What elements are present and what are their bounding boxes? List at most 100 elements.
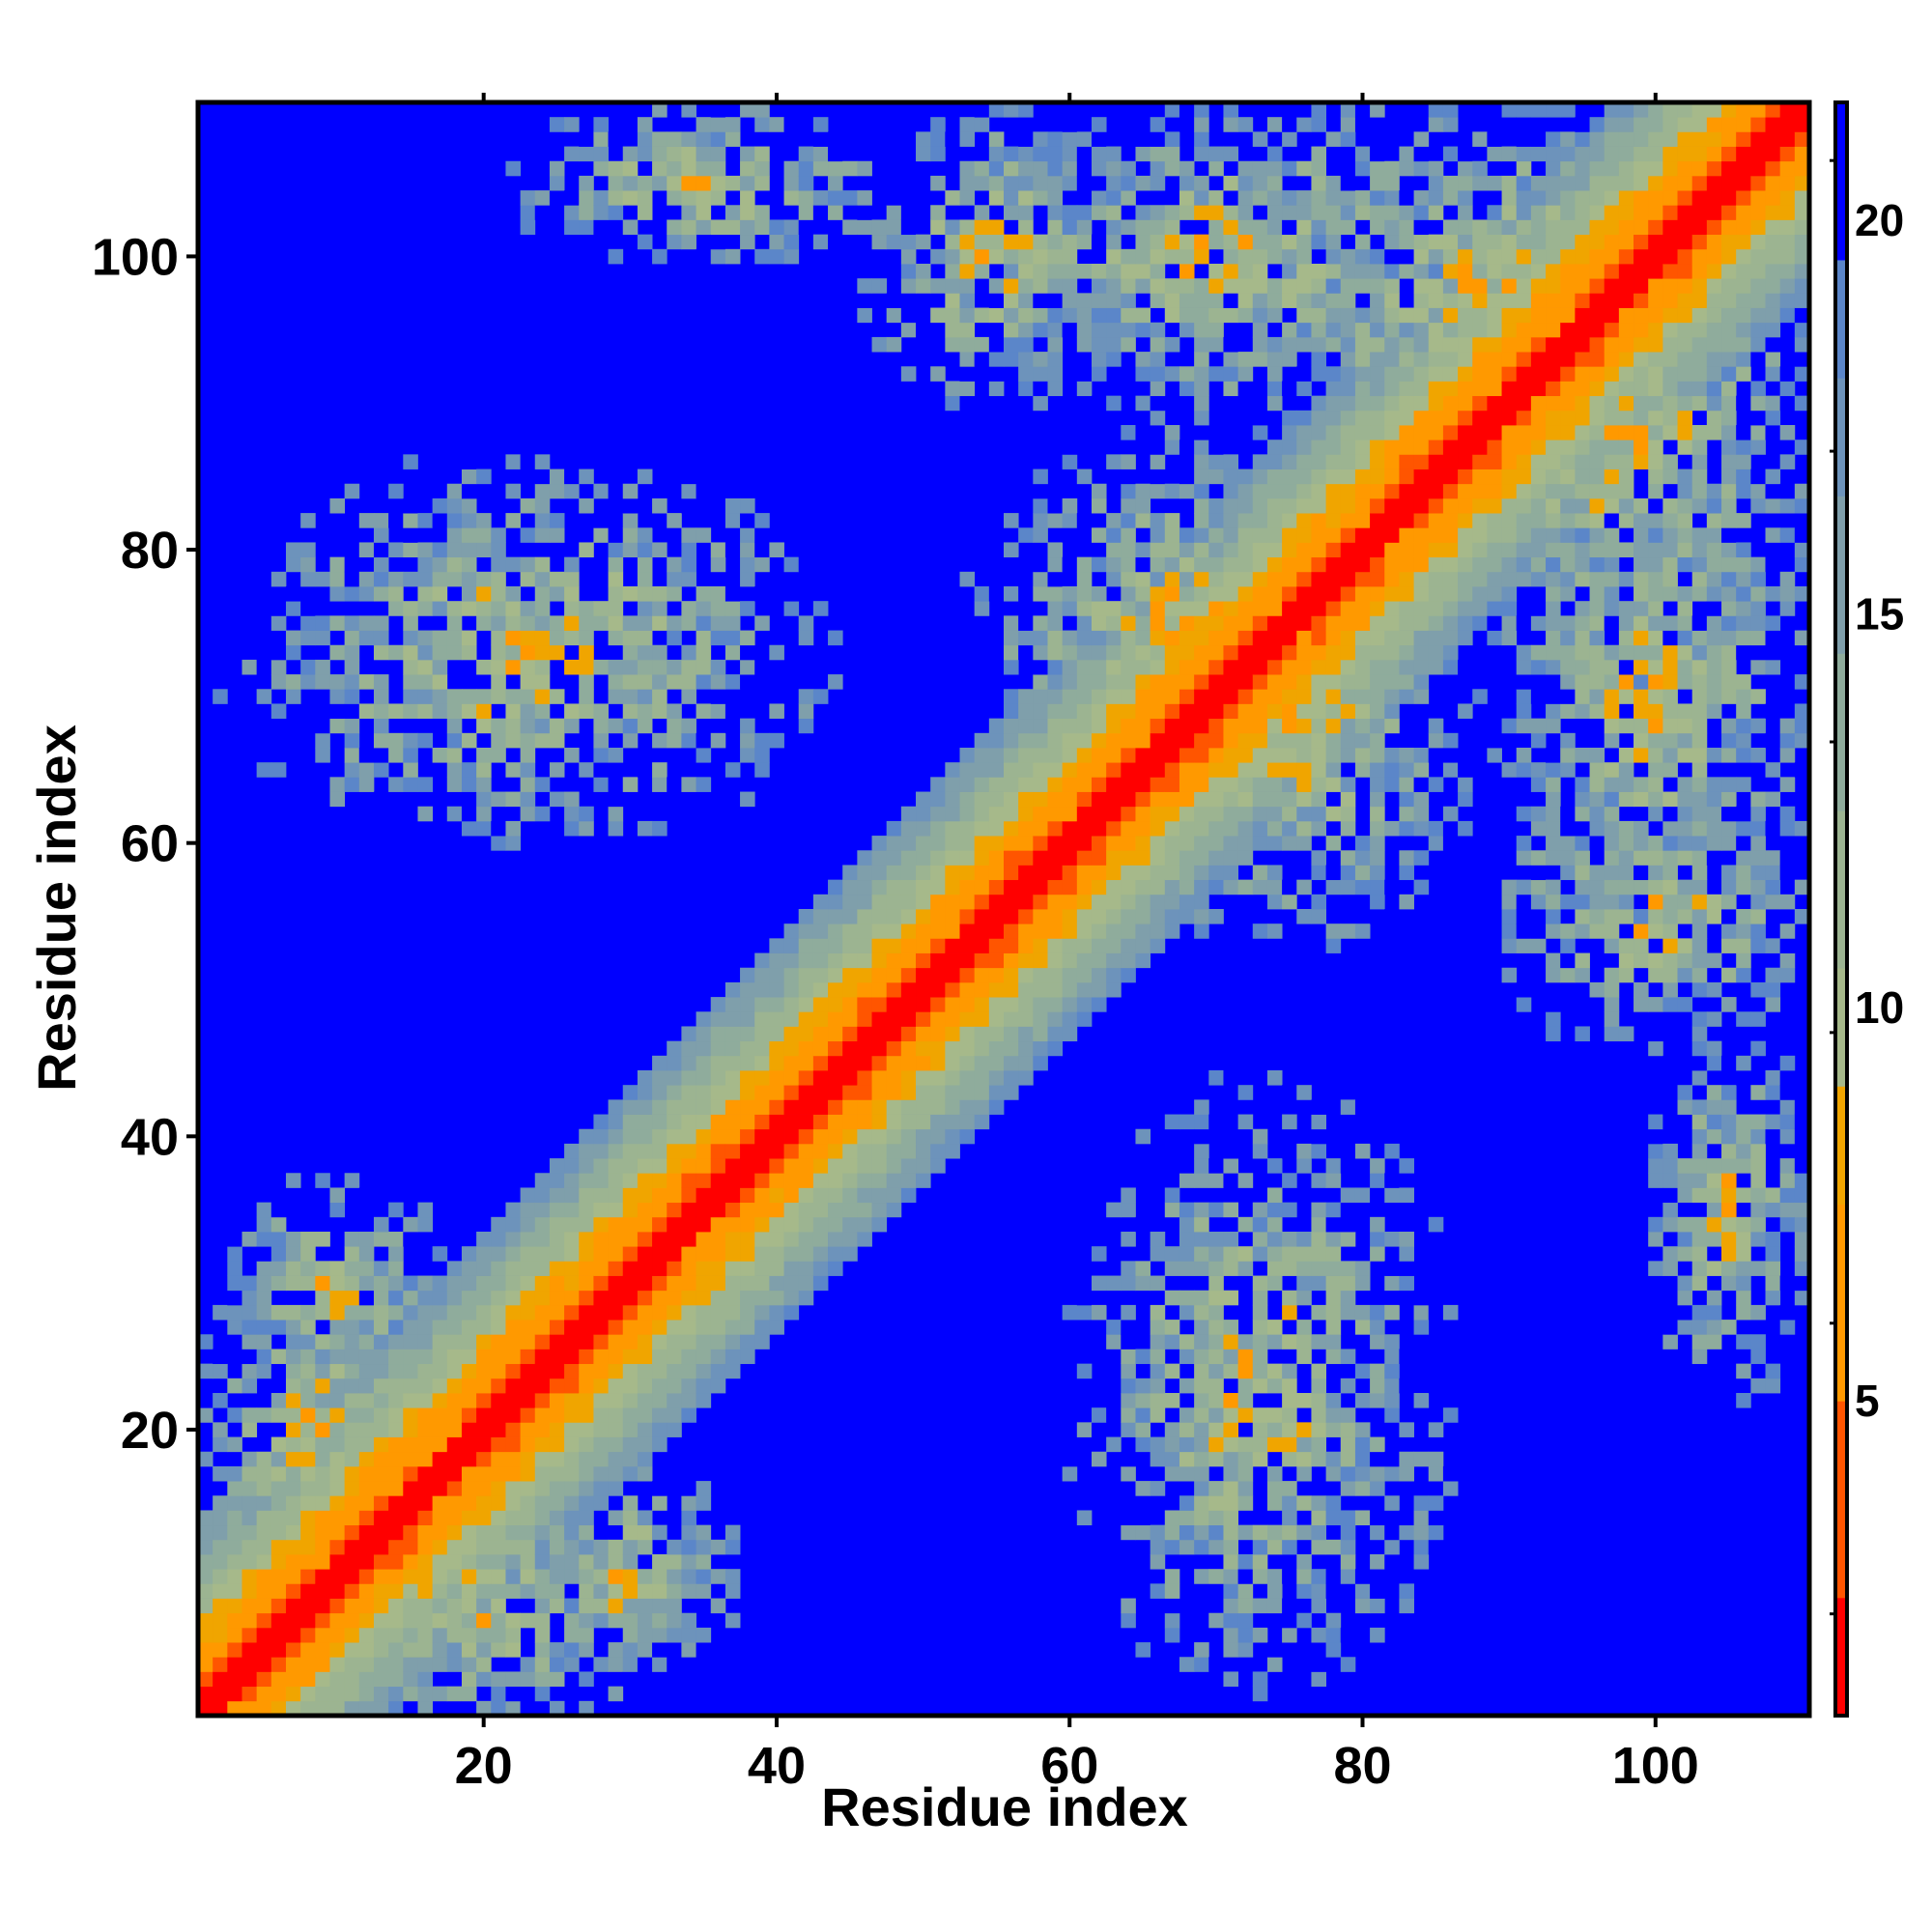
heatmap-cell <box>696 1070 712 1086</box>
heatmap-cell <box>403 1583 418 1599</box>
heatmap-cell <box>300 1232 316 1247</box>
heatmap-cell <box>1458 131 1473 147</box>
heatmap-cell <box>1560 425 1576 440</box>
heatmap-cell <box>1237 248 1254 265</box>
heatmap-cell <box>564 146 580 162</box>
heatmap-cell <box>417 659 434 675</box>
heatmap-cell <box>1399 542 1414 558</box>
heatmap-cell <box>344 718 360 734</box>
heatmap-cell <box>1370 440 1385 455</box>
heatmap-cell <box>1208 1407 1224 1423</box>
heatmap-cell <box>373 1569 389 1584</box>
heatmap-cell <box>1340 497 1356 514</box>
heatmap-cell <box>871 1216 888 1233</box>
heatmap-cell <box>681 1099 696 1115</box>
heatmap-cell <box>344 1569 360 1584</box>
heatmap-cell <box>871 1202 888 1218</box>
heatmap-cell <box>1164 234 1180 250</box>
heatmap-cell <box>242 1495 258 1511</box>
heatmap-cell <box>373 1275 389 1292</box>
heatmap-cell <box>1325 293 1342 308</box>
heatmap-cell <box>1135 1393 1151 1408</box>
heatmap-cell <box>1340 923 1356 939</box>
heatmap-cell <box>403 674 418 690</box>
heatmap-cell <box>1282 205 1297 220</box>
heatmap-cell <box>432 1598 448 1614</box>
heatmap-cell <box>637 542 653 558</box>
heatmap-cell <box>828 981 843 998</box>
heatmap-cell <box>1546 689 1561 704</box>
heatmap-cell <box>1311 440 1326 455</box>
heatmap-cell <box>1340 381 1356 397</box>
heatmap-cell <box>959 791 976 808</box>
heatmap-cell <box>242 1349 258 1365</box>
heatmap-cell <box>1560 248 1576 265</box>
heatmap-cell <box>1164 1612 1180 1629</box>
heatmap-cell <box>491 674 506 690</box>
heatmap-cell <box>1091 879 1107 895</box>
heatmap-cell <box>198 1510 213 1526</box>
heatmap-cell <box>1266 879 1283 895</box>
heatmap-cell <box>622 1334 639 1350</box>
heatmap-cell <box>740 1143 755 1159</box>
heatmap-cell <box>652 1173 668 1188</box>
heatmap-cell <box>1413 160 1430 177</box>
heatmap-cell <box>358 703 375 720</box>
heatmap-cell <box>1179 248 1195 265</box>
heatmap-cell <box>798 160 814 177</box>
heatmap-cell <box>1033 703 1048 720</box>
heatmap-cell <box>1194 718 1209 734</box>
heatmap-cell <box>798 1173 814 1188</box>
heatmap-cell <box>945 938 960 953</box>
heatmap-cell <box>1121 1510 1136 1526</box>
heatmap-cell <box>593 732 609 749</box>
heatmap-cell <box>1325 1246 1342 1262</box>
heatmap-cell <box>1530 336 1547 353</box>
heatmap-cell <box>724 1158 741 1174</box>
heatmap-cell <box>652 1304 668 1321</box>
heatmap-cell <box>696 1627 712 1643</box>
heatmap-cell <box>959 777 976 792</box>
heatmap-cell <box>1442 425 1459 440</box>
heatmap-cell <box>505 1686 521 1702</box>
heatmap-cell <box>1296 820 1312 837</box>
heatmap-cell <box>1004 909 1019 924</box>
heatmap-cell <box>388 1569 404 1584</box>
heatmap-cell <box>1546 175 1561 191</box>
heatmap-cell <box>1252 703 1268 720</box>
heatmap-cell <box>520 1246 536 1262</box>
heatmap-cell <box>622 1671 639 1688</box>
heatmap-cell <box>1252 322 1268 338</box>
heatmap-cell <box>1311 307 1326 324</box>
heatmap-cell <box>579 1128 594 1145</box>
heatmap-cell <box>1164 615 1180 631</box>
heatmap-cell <box>1194 909 1209 924</box>
heatmap-cell <box>1472 307 1488 324</box>
heatmap-cell <box>1252 527 1268 543</box>
heatmap-cell <box>1354 689 1371 704</box>
heatmap-cell <box>1252 336 1268 353</box>
heatmap-cell <box>1458 352 1473 367</box>
heatmap-cell <box>388 601 404 616</box>
heatmap-cell <box>724 981 741 998</box>
heatmap-cell <box>1458 586 1473 602</box>
heatmap-cell <box>1282 160 1297 177</box>
heatmap-cell <box>1311 117 1326 132</box>
heatmap-cell <box>608 718 624 734</box>
heatmap-cell <box>1472 131 1488 147</box>
heatmap-cell <box>1208 160 1224 177</box>
heatmap-cell <box>798 175 814 191</box>
heatmap-cell <box>1516 483 1532 499</box>
heatmap-cell <box>959 278 976 294</box>
heatmap-cell <box>842 1099 858 1115</box>
heatmap-cell <box>637 762 653 778</box>
heatmap-cell <box>1033 381 1048 397</box>
heatmap-cell <box>1413 762 1430 778</box>
heatmap-cell <box>1399 366 1414 382</box>
heatmap-cell <box>1076 1422 1093 1437</box>
heatmap-cell <box>344 748 360 763</box>
heatmap-cell <box>1237 689 1254 704</box>
heatmap-cell <box>1135 865 1151 881</box>
heatmap-cell <box>1311 777 1326 792</box>
heatmap-cell <box>579 1495 594 1511</box>
